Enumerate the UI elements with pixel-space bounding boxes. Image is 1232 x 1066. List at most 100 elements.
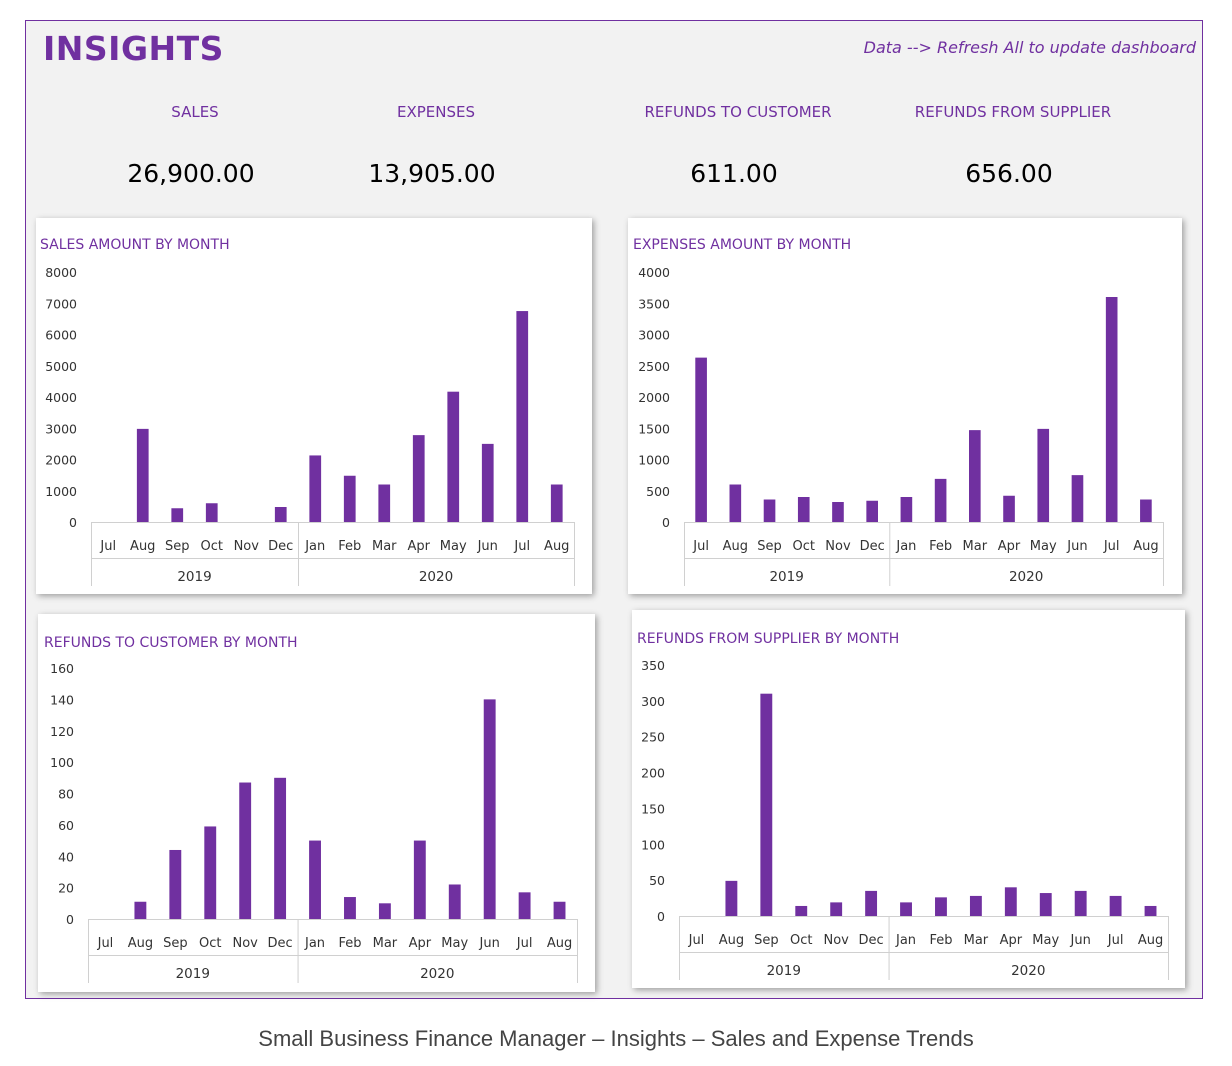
x-tick-label: Aug — [547, 936, 572, 951]
x-tick-label: Jul — [97, 936, 114, 951]
x-tick-label: Oct — [790, 933, 812, 948]
bar — [378, 903, 391, 919]
bar — [553, 901, 566, 919]
x-tick-label: Jun — [1070, 933, 1091, 948]
x-tick-label: Oct — [199, 936, 221, 951]
x-tick-label: Jul — [1103, 539, 1120, 554]
kpi-refunds-supplier-value: 656.00 — [965, 159, 1053, 188]
x-tick-label: Jan — [304, 539, 325, 554]
x-tick-label: Aug — [723, 539, 748, 554]
bar — [481, 443, 494, 522]
year-group-label: 2019 — [177, 569, 211, 585]
bar — [900, 902, 912, 916]
y-tick-label: 4000 — [45, 390, 77, 405]
y-tick-label: 3500 — [638, 296, 670, 311]
x-tick-label: Aug — [130, 539, 155, 554]
kpi-refunds-customer-value: 611.00 — [690, 159, 778, 188]
bar — [169, 849, 182, 919]
kpi-expenses-label: EXPENSES — [396, 103, 476, 121]
kpi-refunds-supplier-label: REFUNDS FROM SUPPLIER — [914, 103, 1112, 121]
x-tick-label: May — [1032, 933, 1059, 948]
bar — [204, 826, 217, 919]
bar — [832, 502, 844, 522]
y-tick-label: 50 — [649, 873, 665, 888]
x-tick-label: Aug — [544, 539, 569, 554]
x-tick-label: May — [1030, 539, 1057, 554]
bar — [344, 897, 356, 919]
bar — [1071, 475, 1084, 522]
chart-refunds-to-customer: REFUNDS TO CUSTOMER BY MONTH 0 20 40 60 80 100… — [38, 614, 595, 992]
chart-svg: REFUNDS FROM SUPPLIER BY MONTH 0 50 100 150 2… — [637, 631, 1169, 980]
bar — [1140, 499, 1152, 522]
x-tick-label: Feb — [929, 539, 952, 554]
x-tick-label: Mar — [372, 539, 397, 554]
chart-refunds-from-supplier: REFUNDS FROM SUPPLIER BY MONTH 0 50 100 150 2… — [632, 610, 1185, 988]
y-tick-label: 0 — [662, 515, 670, 530]
bar — [1074, 890, 1087, 916]
bar — [795, 905, 808, 916]
kpi-expenses-value: 13,905.00 — [368, 159, 496, 188]
y-tick-label: 0 — [66, 912, 74, 927]
chart-title: SALES AMOUNT BY MONTH — [40, 237, 230, 253]
y-tick-label: 2500 — [638, 359, 670, 374]
bar — [171, 508, 184, 522]
bar — [934, 478, 947, 522]
year-group-label: 2020 — [1009, 569, 1043, 585]
year-group-label: 2019 — [767, 963, 801, 979]
y-tick-label: 1000 — [638, 453, 670, 468]
y-tick-label: 20 — [58, 881, 74, 896]
x-tick-label: Jul — [688, 933, 705, 948]
y-tick-label: 160 — [50, 661, 74, 676]
x-tick-label: Apr — [1000, 933, 1023, 948]
bar — [134, 901, 147, 919]
bar — [516, 311, 529, 522]
x-tick-label: Sep — [165, 539, 190, 554]
x-tick-label: Mar — [964, 933, 989, 948]
y-tick-label: 4000 — [638, 265, 670, 280]
bar — [239, 782, 252, 919]
y-tick-label: 250 — [641, 730, 665, 745]
y-tick-label: 40 — [58, 849, 74, 864]
chart-sales-by-month: SALES AMOUNT BY MONTH 0 1000 2000 3000 4000 50… — [36, 218, 592, 594]
y-tick-label: 120 — [50, 724, 74, 739]
bar — [274, 777, 287, 919]
bar — [205, 503, 218, 522]
kpi-refunds-customer-label: REFUNDS TO CUSTOMER — [644, 103, 832, 121]
x-tick-label: Feb — [338, 936, 361, 951]
bar — [309, 455, 322, 522]
bar — [1037, 428, 1050, 522]
chart-title: REFUNDS TO CUSTOMER BY MONTH — [44, 635, 298, 651]
x-tick-label: Nov — [825, 539, 851, 554]
x-tick-label: Jan — [895, 539, 916, 554]
bar — [969, 895, 982, 916]
chart-expenses-by-month: EXPENSES AMOUNT BY MONTH 0 500 1000 1500 2000… — [628, 218, 1182, 594]
x-tick-label: Apr — [409, 936, 432, 951]
x-tick-label: Jan — [895, 933, 916, 948]
bar — [378, 484, 391, 522]
x-tick-label: Sep — [757, 539, 782, 554]
bar — [830, 902, 843, 916]
x-tick-label: Aug — [1138, 933, 1163, 948]
bar — [412, 435, 425, 522]
x-tick-label: Dec — [268, 936, 293, 951]
bar — [866, 500, 878, 522]
bar — [518, 892, 531, 919]
y-tick-label: 100 — [641, 837, 665, 852]
y-tick-label: 200 — [641, 766, 665, 781]
bar — [274, 507, 287, 522]
bar — [343, 475, 356, 522]
year-group-label: 2020 — [420, 966, 454, 982]
x-tick-label: Nov — [232, 936, 258, 951]
y-tick-label: 3000 — [45, 421, 77, 436]
bar — [309, 840, 321, 919]
bar — [797, 497, 810, 522]
y-tick-label: 1000 — [45, 484, 77, 499]
bar — [725, 880, 738, 916]
x-tick-label: Jul — [99, 539, 116, 554]
year-group-label: 2020 — [1011, 963, 1045, 979]
bar — [136, 428, 149, 522]
bar — [729, 484, 742, 522]
bar — [900, 497, 913, 522]
x-tick-label: Nov — [234, 539, 260, 554]
y-tick-label: 3000 — [638, 328, 670, 343]
